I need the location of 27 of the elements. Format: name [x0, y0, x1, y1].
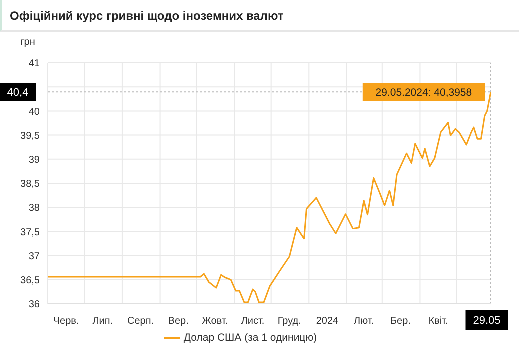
x-tick-label: 2024	[316, 316, 340, 327]
y-tick-label: 40	[28, 106, 40, 118]
x-tick-label: Черв.	[53, 316, 80, 327]
y-tick-label: 41	[28, 58, 40, 70]
x-tick-label: Груд.	[278, 316, 302, 327]
y-axis-title: грн	[20, 37, 36, 48]
chart-title: Офіційний курс гривні щодо іноземних валют	[0, 0, 519, 32]
y-tick-label: 37,5	[20, 227, 40, 238]
x-tick-label: 29.05	[473, 315, 501, 327]
x-tick-label: Серп.	[127, 316, 154, 327]
y-tick-label: 37	[28, 251, 40, 262]
y-tick-label: 38,5	[20, 179, 40, 190]
legend-label: Долар США (за 1 одиницю)	[184, 332, 318, 344]
y-tick-label: 38	[28, 203, 40, 214]
x-tick-label: Вер.	[168, 316, 189, 327]
x-tick-label: Бер.	[390, 316, 411, 327]
y-tick-label: 39,5	[20, 130, 40, 142]
annotation: 29.05.2024: 40,3958	[376, 87, 472, 100]
x-tick-label: Лист.	[241, 316, 265, 327]
y-tick-label: 39	[28, 154, 40, 166]
x-tick-label: Жовт.	[202, 316, 228, 327]
ref-line-label: 40,4	[7, 87, 29, 100]
x-tick-label: Лют.	[354, 316, 374, 327]
y-tick-label: 36	[28, 300, 40, 311]
x-tick-label: Лип.	[92, 316, 114, 327]
x-tick-label: Квіт.	[428, 316, 448, 327]
y-tick-label: 36,5	[20, 275, 40, 286]
